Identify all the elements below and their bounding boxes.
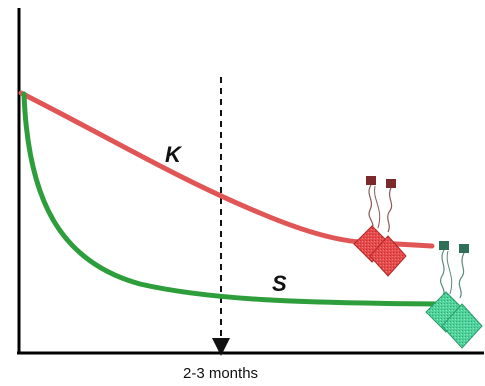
timepoint-label: 2-3 months (183, 365, 258, 382)
curve-s-label: S (272, 271, 287, 296)
curve-k (18, 90, 435, 249)
timepoint-arrowhead (212, 338, 230, 356)
curve-s (21, 91, 443, 307)
red-chip-molecule-icon (353, 176, 407, 277)
green-chip-molecule-icon (425, 241, 483, 349)
curve-k-label: K (165, 142, 183, 167)
